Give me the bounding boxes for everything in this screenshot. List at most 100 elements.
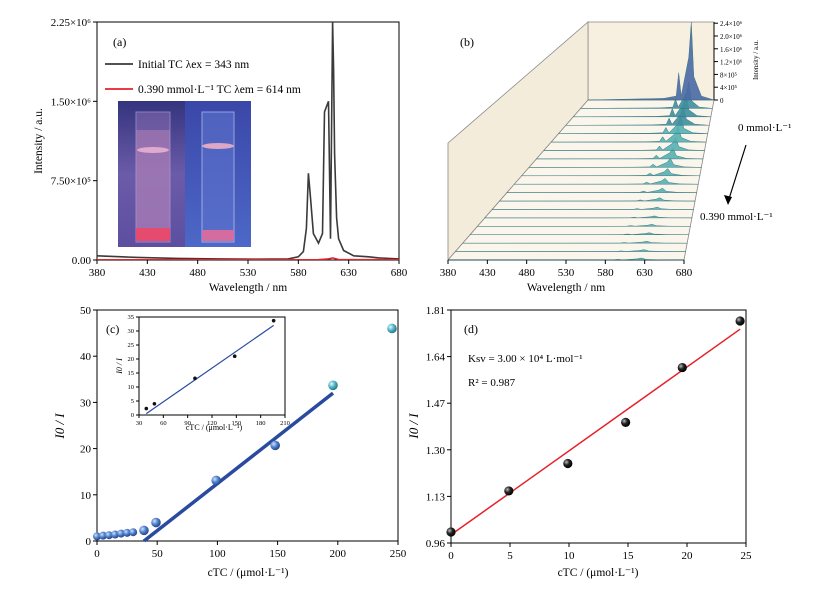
data-point — [621, 417, 631, 427]
inset-data-point — [144, 406, 149, 411]
panel-b: 380 430 480 530 580 630 680 0 4×10⁵ 8×10⁵ 1.2×10⁶ 1… — [440, 20, 792, 294]
ksv-annotation: Ksv = 3.00 × 10⁴ L·mol⁻¹ — [468, 353, 583, 365]
panel-b-z-tick-label: 2.0×10⁶ — [720, 33, 743, 41]
inset-y-tick-label: 0 — [131, 412, 134, 419]
spectrum-ribbon — [462, 240, 688, 244]
panel-b-x-tick-label: 480 — [518, 267, 535, 279]
panel-a-label: (a) — [113, 35, 126, 49]
cuvette-photo — [118, 101, 251, 247]
panel-d-x-label: cTC / (μmol·L⁻¹) — [558, 567, 639, 579]
r2-annotation: R² = 0.987 — [468, 377, 516, 389]
spectrum-ribbon — [513, 178, 699, 185]
data-point-low — [123, 528, 132, 537]
panel-d-label: (d) — [464, 322, 478, 336]
inset-frame — [138, 316, 286, 416]
series-arrowhead — [724, 195, 732, 205]
inset-x-tick-label: 90 — [184, 420, 191, 427]
panel-d-y-label: I0 / I — [406, 413, 421, 440]
fit-line-high — [142, 391, 335, 543]
panel-c-y-tick-label: 30 — [80, 397, 92, 409]
panel-b-z-tick-label: 4×10⁵ — [720, 84, 737, 92]
panel-b-z-tick-label: 2.4×10⁶ — [720, 20, 743, 28]
data-point — [677, 362, 687, 373]
panel-a-y-tick-label: 7.50×10⁵ — [51, 176, 91, 188]
inset-data-point — [271, 318, 276, 323]
inset-y-tick-label: 30 — [128, 328, 135, 335]
panel-d-frame — [450, 309, 747, 544]
panel-b-z-tick-label: 1.2×10⁶ — [720, 59, 743, 67]
panel-b-x-tick-label: 680 — [676, 267, 693, 279]
inset-y-tick-label: 25 — [128, 342, 135, 349]
panel-d-x-tick-label: 10 — [564, 550, 576, 562]
panel-b-label: (b) — [460, 35, 474, 49]
inset-data-point — [232, 354, 237, 359]
panel-a: (a) Initial TC λex = 343 nm 0.390 mmol·L… — [33, 17, 408, 294]
inset-y-tick-label: 10 — [128, 384, 135, 391]
spectrum-ribbon — [499, 197, 696, 202]
spectrum-ribbon — [469, 232, 690, 235]
legend-quenched-label: 0.390 mmol·L⁻¹ TC λem = 614 nm — [138, 84, 301, 96]
data-point-low — [117, 529, 126, 538]
panel-a-x-tick-label: 430 — [139, 267, 156, 279]
inset-x-tick-label: 150 — [231, 420, 241, 427]
data-point-high — [151, 517, 161, 528]
panel-d-x-tick-label: 0 — [448, 550, 454, 562]
panel-a-x-tick-label: 630 — [340, 267, 357, 279]
spectrum-ribbon — [484, 215, 693, 219]
panel-c-x-tick-label: 150 — [269, 548, 286, 560]
inset-x-tick-label: 30 — [136, 420, 143, 427]
panel-b-z-label: Intensity / a.u. — [752, 40, 760, 80]
panel-d-x-tick-label: 20 — [682, 550, 694, 562]
panel-a-x-tick-label: 380 — [89, 267, 106, 279]
data-point-low — [111, 530, 120, 539]
series-label-first: 0 mmol·L⁻¹ — [738, 122, 791, 134]
spectrum-ribbon — [543, 136, 706, 151]
panel-c-y-tick-label: 10 — [80, 490, 92, 502]
panel-d: (d) Ksv = 3.00 × 10⁴ L·mol⁻¹ R² = 0.987 … — [406, 305, 752, 579]
panel-a-legend: Initial TC λex = 343 nm 0.390 mmol·L⁻¹ T… — [105, 59, 301, 96]
inset-x-label: cTC / (μmol·L⁻¹) — [186, 423, 243, 432]
panel-a-x-label: Wavelength / nm — [209, 282, 287, 294]
data-point-low — [129, 528, 138, 537]
data-point — [563, 458, 573, 469]
spectrum-ribbon — [587, 21, 715, 101]
inset-x-tick-label: 60 — [160, 420, 167, 427]
data-point-high — [328, 380, 338, 391]
panel-b-x-tick-label: 530 — [558, 267, 575, 279]
inset-y-label: I0 / I — [115, 358, 124, 375]
panel-c-y-label: I0 / I — [52, 413, 67, 440]
data-point — [446, 527, 456, 537]
inset-y-tick-label: 15 — [128, 370, 135, 377]
data-point-high — [387, 323, 397, 334]
panel-d-y-tick-label: 1.30 — [426, 445, 446, 457]
fit-line — [450, 328, 741, 536]
panel-b-z-tick-label: 1.6×10⁶ — [720, 46, 743, 54]
spectrum-series-1 — [97, 257, 399, 260]
data-point-low — [99, 531, 108, 540]
panel-c-y-tick-label: 0 — [86, 536, 92, 548]
inset-data-point — [152, 402, 157, 406]
spectrum-ribbon — [491, 206, 695, 210]
data-point-high — [211, 475, 221, 486]
panel-d-x-tick-label: 5 — [507, 550, 513, 562]
panel-c-x-tick-label: 100 — [209, 548, 226, 560]
data-point-low — [93, 532, 101, 541]
panel-a-x-tick-label: 680 — [391, 267, 408, 279]
spectrum-ribbon — [454, 249, 687, 252]
data-point — [504, 486, 514, 496]
spectrum-ribbon — [536, 147, 704, 160]
panel-c-x-tick-label: 250 — [390, 548, 407, 560]
panel-c-x-tick-label: 50 — [152, 548, 164, 560]
panel-c-label: (c) — [106, 322, 119, 336]
panel-b-x-tick-label: 430 — [479, 267, 496, 279]
series-arrow — [727, 144, 747, 203]
panel-c-x-label: cTC / (μmol·L⁻¹) — [208, 567, 289, 579]
data-point — [735, 316, 745, 326]
inset-x-tick-label: 120 — [207, 420, 217, 427]
panel-a-y-tick-label: 2.25×10⁶ — [51, 17, 91, 29]
inset-fit-line — [145, 324, 274, 415]
panel-a-x-tick-label: 530 — [240, 267, 257, 279]
panel-c-y-tick-label: 20 — [80, 444, 92, 456]
